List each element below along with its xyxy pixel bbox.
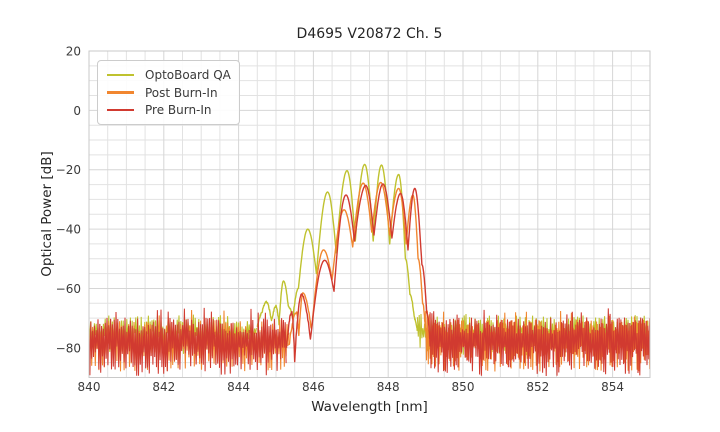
signal-envelope-trace (288, 181, 427, 346)
x-tick-label: 842 (152, 380, 175, 394)
axes-spines (88, 50, 651, 378)
x-tick-label: 854 (601, 380, 624, 394)
y-tick-label: −40 (56, 223, 81, 237)
y-tick-label: −80 (56, 341, 81, 355)
signal-envelope-trace (256, 163, 419, 332)
y-tick-label: −60 (56, 282, 81, 296)
x-tick-label: 846 (302, 380, 325, 394)
x-tick-label: 840 (78, 380, 101, 394)
legend-label-pre-burn-in: Pre Burn-In (145, 103, 212, 118)
chart-title: D4695 V20872 Ch. 5 (296, 26, 443, 42)
legend-item-post-burn-in: Post Burn-In (107, 84, 231, 102)
legend-line-swatch-optoboard-qa (107, 73, 134, 76)
y-tick-label: −20 (56, 163, 81, 177)
noise-floor-trace (88, 307, 287, 376)
legend-line-swatch-pre-burn-in (107, 109, 134, 112)
legend-line-swatch-post-burn-in (107, 91, 134, 94)
y-tick-label: 20 (66, 45, 81, 59)
x-tick-label: 850 (452, 380, 475, 394)
legend-item-pre-burn-in: Pre Burn-In (107, 101, 231, 119)
x-axis-label: Wavelength [nm] (311, 399, 428, 415)
y-axis-label: Optical Power [dB] (39, 151, 55, 277)
legend-label-optoboard-qa: OptoBoard QA (145, 67, 231, 82)
legend: OptoBoard QA Post Burn-In Pre Burn-In (97, 60, 240, 125)
legend-item-optoboard-qa: OptoBoard QA (107, 66, 231, 84)
x-tick-label: 844 (227, 380, 250, 394)
signal-envelope-trace (285, 183, 431, 363)
legend-label-post-burn-in: Post Burn-In (145, 85, 218, 100)
noise-floor-trace (429, 308, 651, 377)
y-tick-label: 0 (73, 104, 81, 118)
x-tick-label: 852 (526, 380, 549, 394)
x-tick-label: 848 (377, 380, 400, 394)
